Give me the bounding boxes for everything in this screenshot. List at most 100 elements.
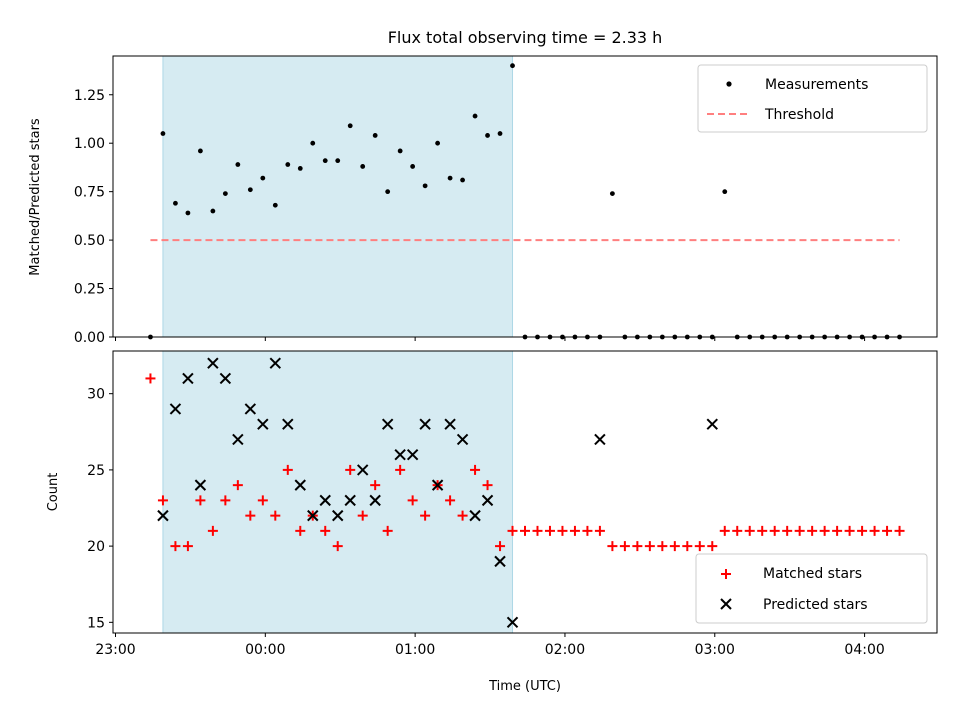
measurement-point [210, 208, 216, 214]
bottom-axes-frame [112, 350, 938, 634]
matched-star-point [345, 464, 356, 475]
bottom-xticks-layer: 23:00 00:00 01:00 02:00 03:00 04:00 [95, 633, 885, 658]
measurement-point [335, 158, 341, 164]
matched-star-point [807, 525, 818, 536]
matched-star-point [857, 525, 868, 536]
x-tick-label: 23:00 [95, 642, 135, 658]
matched-star-point [707, 541, 718, 552]
matched-star-point [869, 525, 880, 536]
predicted-star-point [431, 479, 444, 491]
matched-star-point [532, 525, 543, 536]
predicted-star-point [406, 448, 419, 461]
x-tick-label: 02:00 [545, 642, 585, 658]
measurement-point [397, 148, 403, 154]
legend-predicted-label: Predicted stars [763, 597, 868, 613]
x-tick-label: 04:00 [844, 642, 884, 658]
predicted-star-point [182, 372, 194, 385]
matched-star-point [769, 525, 780, 536]
predicted-star-point [594, 433, 606, 446]
predicted-star-point [469, 509, 481, 522]
y-tick-label: 0.75 [74, 185, 105, 201]
measurement-point [609, 191, 615, 196]
matched-star-point [282, 464, 293, 475]
matched-star-point [170, 541, 181, 552]
predicted-star-point [282, 418, 294, 430]
matched-star-point [445, 495, 456, 506]
legend-matched-marker [721, 569, 731, 579]
predicted-star-point [207, 357, 219, 369]
matched-star-point [270, 510, 281, 521]
measurement-point [322, 158, 328, 164]
y-tick-label: 1.25 [74, 88, 105, 104]
bottom-ylabel: Count [46, 473, 61, 512]
top-panel: 0.00 0.25 0.50 0.75 1.00 1.25 Matched/Predict… [28, 55, 938, 346]
predicted-star-point [394, 448, 406, 461]
y-tick-label: 0.50 [74, 233, 105, 249]
matched-star-point [220, 495, 231, 506]
measurement-point [160, 131, 166, 136]
measurement-point [485, 133, 490, 138]
predicted-star-point [257, 418, 269, 430]
matched-star-point [420, 510, 431, 521]
matched-star-point [569, 525, 580, 536]
matched-star-point [370, 480, 381, 491]
matched-star-point [682, 541, 693, 552]
top-marks-layer [148, 63, 902, 340]
matched-star-point [657, 541, 668, 552]
matched-star-point [757, 525, 768, 536]
measurement-point [185, 210, 191, 216]
matched-star-point [507, 525, 518, 536]
matched-star-point [407, 495, 418, 506]
predicted-star-point [506, 616, 519, 629]
matched-star-point [782, 525, 793, 536]
matched-star-point [619, 541, 630, 552]
predicted-star-point [356, 464, 369, 476]
matched-star-point [557, 525, 568, 536]
matched-star-point [207, 525, 218, 536]
predicted-star-point [332, 509, 344, 522]
x-tick-label: 00:00 [245, 642, 285, 658]
predicted-star-point [344, 494, 356, 507]
y-tick-label: 15 [87, 615, 105, 631]
bottom-highlight-layer [162, 350, 514, 634]
top-highlight-layer [162, 55, 514, 338]
measurement-point [447, 175, 453, 181]
matched-star-point [732, 525, 743, 536]
predicted-star-point [419, 418, 431, 430]
measurement-point [272, 202, 278, 208]
predicted-star-point [444, 418, 456, 430]
predicted-star-point [369, 494, 381, 507]
bottom-marks-layer [145, 357, 905, 629]
measurement-point [422, 183, 428, 189]
y-tick-label: 1.00 [74, 136, 105, 152]
measurement-point [435, 140, 441, 146]
predicted-star-point [319, 494, 331, 507]
observing-span [162, 350, 514, 634]
matched-star-point [632, 541, 643, 552]
measurement-point [510, 63, 515, 69]
measurement-point [197, 148, 203, 154]
predicted-star-point [219, 372, 232, 385]
top-legend: Measurements Threshold [697, 64, 928, 133]
matched-star-point [495, 541, 506, 552]
legend-threshold-label: Threshold [764, 107, 834, 123]
matched-star-point [395, 464, 406, 475]
measurement-point [410, 164, 416, 169]
measurement-point [385, 189, 391, 195]
predicted-star-point [307, 509, 319, 522]
top-axes-frame [112, 55, 938, 338]
legend-measurements-marker [726, 81, 732, 87]
predicted-star-point [169, 403, 182, 415]
matched-star-point [157, 495, 168, 506]
measurement-point [310, 140, 316, 146]
matched-star-point [644, 541, 655, 552]
y-tick-label: 0.00 [74, 330, 105, 346]
predicted-star-point [157, 509, 169, 522]
measurement-point [360, 164, 366, 169]
top-xticks-layer [114, 337, 866, 341]
predicted-star-point [481, 494, 494, 507]
y-tick-label: 25 [87, 463, 105, 479]
measurement-point [247, 187, 253, 193]
top-yticks-layer: 0.00 0.25 0.50 0.75 1.00 1.25 [74, 88, 113, 346]
measurement-point [173, 200, 178, 206]
